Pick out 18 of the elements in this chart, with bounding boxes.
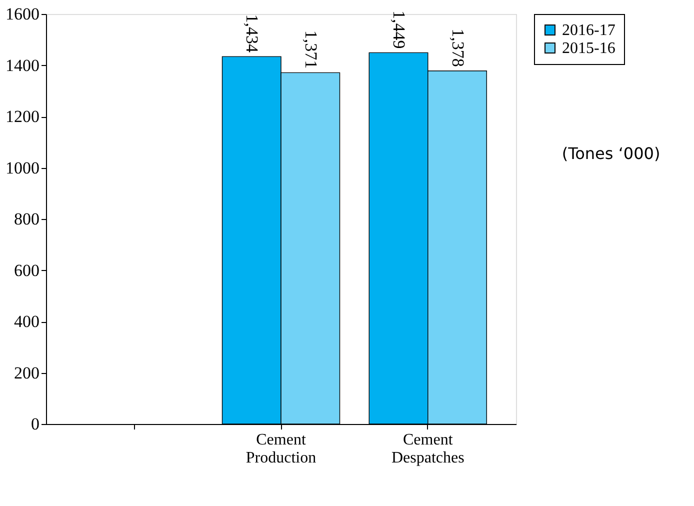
x-tick-label: Cement Production <box>246 432 316 466</box>
y-tick-label: 400 <box>14 312 40 331</box>
y-tick-label: 1400 <box>6 56 40 75</box>
y-tick-label: 1600 <box>6 4 40 24</box>
y-tick-label: 0 <box>31 414 40 434</box>
legend-label: 2015-16 <box>562 40 616 57</box>
x-tick-label: Cement Despatches <box>391 432 464 466</box>
text: (Tones ‘000) <box>562 144 660 163</box>
legend-label: 2016-17 <box>562 22 616 39</box>
data-label: 1,449 <box>390 10 408 49</box>
y-tick-label: 600 <box>14 260 40 280</box>
y-tick-label: 200 <box>14 363 40 382</box>
y-tick-label: 1200 <box>6 107 40 126</box>
y-tick-label: 1000 <box>6 158 40 178</box>
data-label: 1,434 <box>242 14 262 54</box>
data-label: 1,371 <box>301 30 320 69</box>
data-label: 1,378 <box>448 28 468 67</box>
y-tick-label: 800 <box>14 210 40 228</box>
